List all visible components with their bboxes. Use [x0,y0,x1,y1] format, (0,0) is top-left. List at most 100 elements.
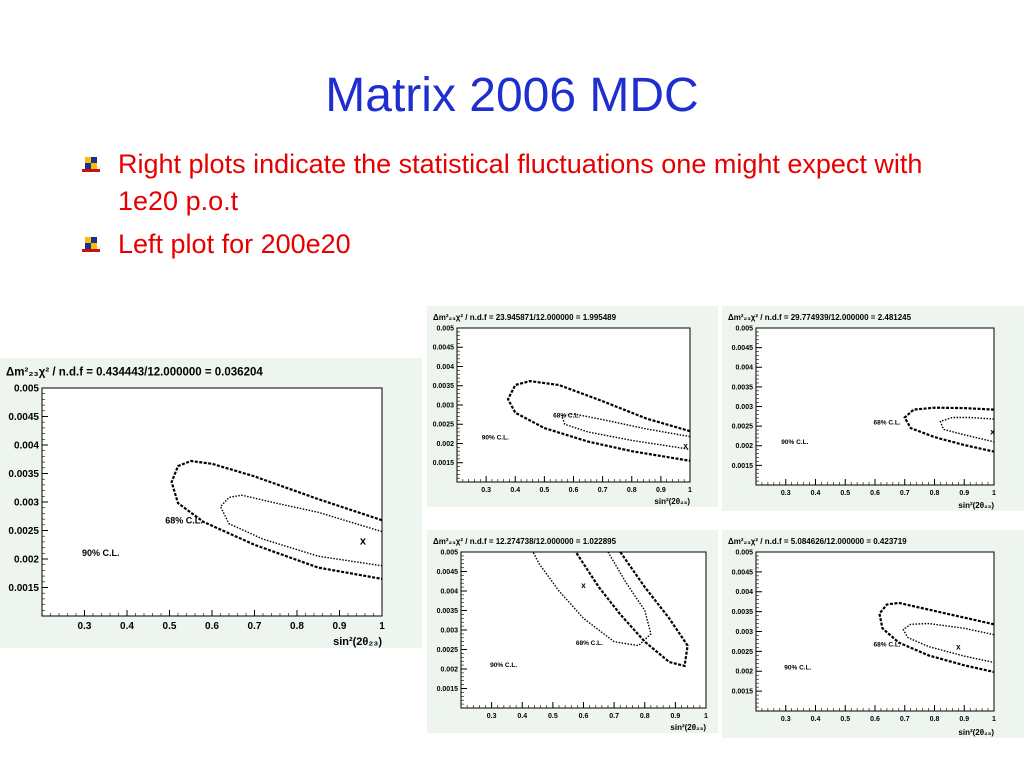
x-tick-label: 0.3 [781,716,791,723]
x-tick-label: 0.3 [487,713,497,720]
plot-left: Δm²₂₃χ² / n.d.f = 0.434443/12.000000 = 0… [6,367,385,649]
x-axis-label: sin²(2θ₂₃) [958,728,994,737]
contour-90-cl [878,601,994,674]
y-tick-label: 0.002 [440,666,458,673]
cl-label: 68% C.L. [165,516,203,526]
best-fit-marker: x [360,535,367,547]
x-tick-label: 0.3 [781,490,791,497]
x-tick-label: 0.8 [640,713,650,720]
cl-label: 90% C.L. [490,662,517,669]
y-tick-label: 0.0045 [732,345,754,352]
plot-top-right: Δm²₂₃χ² / n.d.f = 29.774939/12.000000 = … [728,313,996,510]
y-tick-label: 0.0015 [732,463,754,470]
y-tick-label: 0.005 [440,549,458,556]
plot-title: Δm²₂₃χ² / n.d.f = 5.084626/12.000000 = 0… [728,537,907,546]
x-tick-label: 0.6 [579,713,589,720]
x-tick-label: 0.3 [78,621,92,632]
x-tick-label: 1 [379,621,385,632]
bullet-cube-icon [82,157,100,172]
y-tick-label: 0.003 [14,498,39,509]
x-tick-label: 0.7 [609,713,619,720]
best-fit-marker: x [956,643,961,652]
best-fit-marker: x [990,428,995,437]
y-tick-label: 0.0025 [437,647,459,654]
x-tick-label: 0.5 [540,487,550,494]
y-tick-label: 0.0015 [433,460,455,467]
bullet-cube-icon [82,237,100,252]
contour-68-cl [219,494,382,567]
x-tick-label: 0.4 [811,716,821,723]
y-tick-label: 0.002 [735,669,753,676]
x-tick-label: 0.9 [959,716,969,723]
y-tick-label: 0.003 [436,402,454,409]
y-tick-label: 0.0045 [8,412,39,423]
x-axis-label: sin²(2θ₂₃) [670,723,706,732]
contour-68-cl [939,416,994,443]
y-tick-label: 0.0035 [433,383,455,390]
plot-top-middle: Δm²₂₃χ² / n.d.f = 23.945871/12.000000 = … [433,313,692,506]
contour-90-cl [170,459,382,580]
cl-label: 68% C.L. [874,420,901,427]
bullet-item: Left plot for 200e20 [80,226,960,263]
cl-label: 90% C.L. [781,439,808,446]
x-tick-label: 0.4 [120,621,134,632]
x-tick-label: 0.9 [656,487,666,494]
cl-label: 90% C.L. [482,434,509,441]
x-tick-label: 0.9 [671,713,681,720]
y-tick-label: 0.0025 [732,649,754,656]
y-tick-label: 0.0025 [8,526,39,537]
y-tick-label: 0.0015 [732,689,754,696]
bullet-item: Right plots indicate the statistical flu… [80,146,960,220]
y-tick-label: 0.004 [735,589,753,596]
x-tick-label: 0.8 [290,621,304,632]
x-tick-label: 0.6 [870,490,880,497]
y-tick-label: 0.0045 [732,569,754,576]
y-tick-label: 0.0045 [437,569,459,576]
x-tick-label: 0.7 [900,716,910,723]
x-tick-label: 1 [992,716,996,723]
x-tick-label: 0.3 [481,487,491,494]
x-axis-label: sin²(2θ₂₃) [333,636,382,648]
contour-68-cl [902,622,994,664]
y-tick-label: 0.002 [14,555,39,566]
plot-title: Δm²₂₃χ² / n.d.f = 23.945871/12.000000 = … [433,313,617,322]
y-tick-label: 0.002 [735,443,753,450]
x-tick-label: 0.9 [959,490,969,497]
y-tick-label: 0.004 [735,365,753,372]
cl-label: 90% C.L. [784,664,811,671]
y-tick-label: 0.005 [14,384,39,395]
x-tick-label: 0.5 [840,716,850,723]
y-tick-label: 0.005 [735,549,753,556]
x-tick-label: 0.5 [840,490,850,497]
y-tick-label: 0.0035 [732,384,754,391]
cl-label: 68% C.L. [874,642,901,649]
x-tick-label: 0.9 [333,621,347,632]
contour-90-cl [903,406,994,453]
x-tick-label: 0.7 [248,621,262,632]
plot-panel-top-right: Δm²₂₃χ² / n.d.f = 29.774939/12.000000 = … [722,306,1024,511]
contour-90-cl [506,379,690,462]
x-tick-label: 0.8 [627,487,637,494]
x-tick-label: 0.5 [548,713,558,720]
plot-bottom-right: Δm²₂₃χ² / n.d.f = 5.084626/12.000000 = 0… [728,537,996,737]
x-tick-label: 0.6 [205,621,219,632]
plot-frame [460,551,707,709]
best-fit-marker: x [683,441,688,450]
y-tick-label: 0.003 [440,627,458,634]
cl-label: 68% C.L. [576,640,603,647]
bullet-list: Right plots indicate the statistical flu… [80,146,960,269]
plot-title: Δm²₂₃χ² / n.d.f = 12.274738/12.000000 = … [433,537,617,546]
x-tick-label: 1 [688,487,692,494]
x-tick-label: 0.7 [598,487,608,494]
contour-90-cl [574,552,689,668]
bullet-text: Left plot for 200e20 [118,229,351,259]
plot-panel-bottom-middle: Δm²₂₃χ² / n.d.f = 12.274738/12.000000 = … [427,530,718,733]
x-tick-label: 0.6 [870,716,880,723]
plot-panel-top-middle: Δm²₂₃χ² / n.d.f = 23.945871/12.000000 = … [427,306,718,507]
y-tick-label: 0.0045 [433,345,455,352]
y-tick-label: 0.003 [735,629,753,636]
plot-title: Δm²₂₃χ² / n.d.f = 29.774939/12.000000 = … [728,313,912,322]
plot-frame [41,387,383,617]
y-tick-label: 0.0015 [437,686,459,693]
x-tick-label: 0.7 [900,490,910,497]
